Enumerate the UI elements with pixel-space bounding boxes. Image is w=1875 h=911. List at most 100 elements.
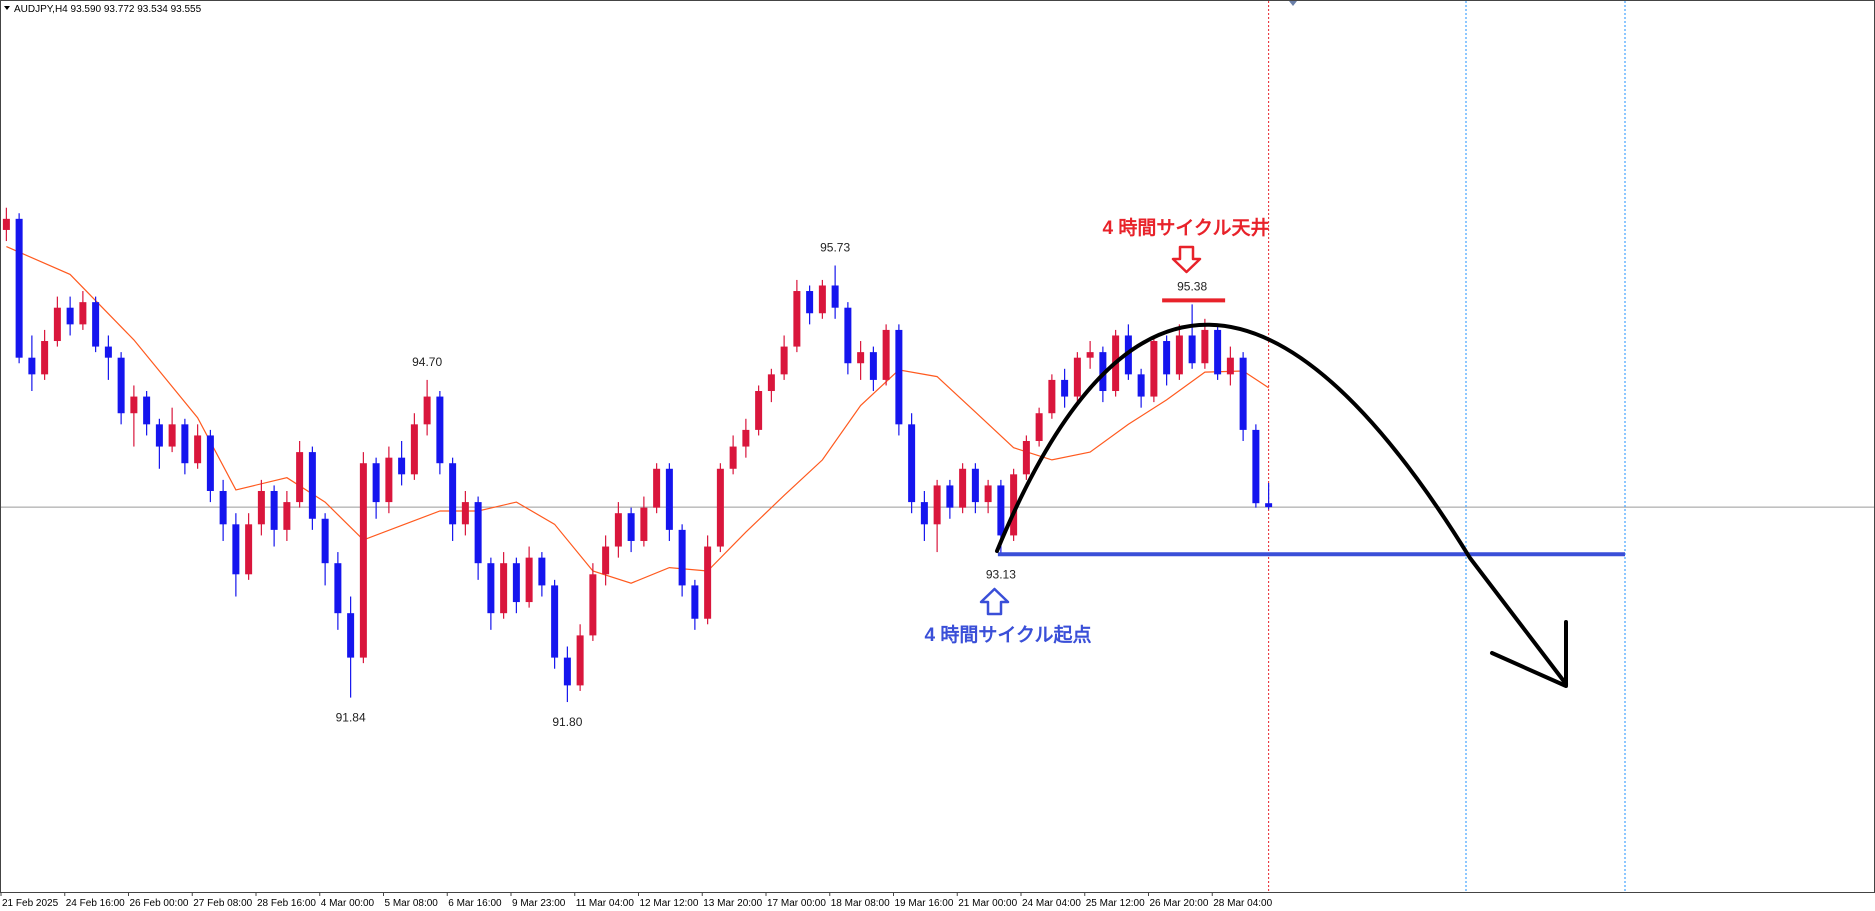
candle-body [742,429,750,447]
candle-body [665,468,673,530]
x-tick-label: 25 Mar 12:00 [1086,898,1145,909]
candle-body [398,457,406,475]
candle-body [168,424,176,447]
price-label: 94.70 [412,355,442,369]
candle-body [181,424,189,464]
candle-body [104,346,112,358]
price-label: 91.84 [336,711,366,725]
candle-body [296,452,304,503]
candle-body [372,463,380,503]
price-label: 91.80 [552,715,582,729]
candle-body [512,563,520,603]
x-tick-label: 24 Feb 16:00 [66,898,125,909]
candle-body [576,635,584,686]
shift-marker [1289,1,1297,6]
candle-body [818,285,826,314]
x-tick-label: 26 Mar 20:00 [1150,898,1209,909]
candle-body [704,546,712,619]
candle-body [1201,329,1209,364]
candle-body [436,396,444,464]
candle-body [869,352,877,380]
candle-body [971,468,979,503]
candle-body [1163,341,1171,375]
candle-body [691,585,699,619]
x-tick-label: 5 Mar 08:00 [385,898,439,909]
candle-body [53,307,61,342]
forecast-arrowhead [1490,620,1568,688]
x-tick-label: 21 Mar 00:00 [958,898,1017,909]
candle-body [563,657,571,686]
candle-body [461,502,469,525]
candle-body [423,396,431,425]
candle-body [1226,357,1234,375]
candle-body [640,507,648,541]
x-tick-label: 27 Feb 08:00 [193,898,252,909]
candle-body [143,396,151,425]
x-tick-label: 17 Mar 00:00 [767,898,826,909]
x-tick-label: 13 Mar 20:00 [703,898,762,909]
candle-body [806,291,814,314]
candle-body [410,424,418,475]
top-arrow [1171,245,1202,274]
candle-body [780,346,788,375]
candle-body [729,446,737,469]
candle-body [844,307,852,364]
x-tick-label: 4 Mar 00:00 [321,898,375,909]
forecast-arc [995,322,1568,686]
x-tick-label: 11 Mar 04:00 [576,898,635,909]
candle-body [857,352,865,364]
candle-body [92,302,100,347]
candle-body [385,457,393,503]
candle-body [66,307,74,325]
candle-body [1086,352,1094,358]
price-label: 95.73 [820,240,850,254]
candles-layer: 94.70 95.73 91.84 91.80 93.13 95.38 [2,207,1625,729]
x-tick-label: 28 Feb 16:00 [257,898,316,909]
candle-body [653,468,661,508]
moving-average [6,246,1269,584]
candle-body [627,513,635,541]
candle-body [1188,335,1196,364]
candle-body [28,357,36,375]
candle-body [1099,352,1107,392]
candle-body [334,563,342,614]
candle-body [933,485,941,525]
candle-body [984,485,992,503]
candle-body [755,391,763,430]
candle-body [359,463,367,658]
candle-body [321,518,329,564]
price-label: 93.13 [986,567,1016,581]
candle-body [270,490,278,530]
x-tick-label: 21 Feb 2025 [2,898,59,909]
candle-body [1150,341,1158,397]
candle-body [1022,441,1030,475]
x-tick-label: 6 Mar 16:00 [448,898,502,909]
candle-body [1137,374,1145,397]
candle-body [41,341,49,375]
x-tick-label: 18 Mar 08:00 [831,898,890,909]
candle-body [474,502,482,564]
candle-body [614,513,622,547]
candle-body [767,374,775,392]
x-tick-label: 9 Mar 23:00 [512,898,566,909]
candle-body [1175,335,1183,375]
candle-body [308,452,316,519]
candle-body [1073,357,1081,397]
candle-body [551,585,559,658]
candle-body [1214,329,1222,375]
x-tick-label: 26 Feb 00:00 [130,898,189,909]
candle-body [716,468,724,547]
candle-body [602,546,610,575]
candle-body [206,435,214,491]
candle-body [1035,413,1043,442]
candle-body [997,485,1005,536]
candle-body [487,563,495,614]
title-marker [4,6,10,10]
candle-body [538,557,546,586]
x-tick-label: 19 Mar 16:00 [895,898,954,909]
candle-body [245,524,253,575]
candle-body [1010,474,1018,536]
